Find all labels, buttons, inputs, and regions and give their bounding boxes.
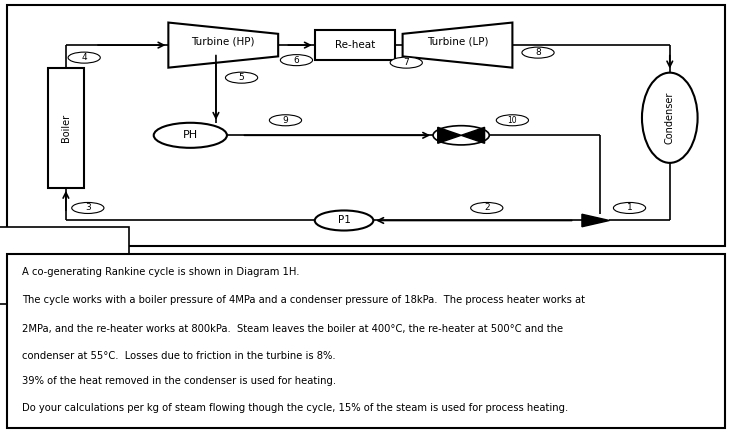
Text: 7: 7 (403, 58, 409, 67)
Text: P1: P1 (337, 216, 351, 226)
Text: Do your calculations per kg of steam flowing though the cycle, 15% of the steam : Do your calculations per kg of steam flo… (22, 403, 568, 413)
Text: Turbine (LP): Turbine (LP) (427, 36, 488, 46)
Text: 10: 10 (507, 116, 518, 125)
Text: 4: 4 (81, 53, 87, 62)
Text: Diagram 1H: Diagram 1H (22, 260, 96, 270)
Text: 39% of the heat removed in the condenser is used for heating.: 39% of the heat removed in the condenser… (22, 376, 336, 386)
Circle shape (471, 203, 503, 213)
Circle shape (390, 57, 422, 68)
Polygon shape (582, 214, 609, 227)
Bar (315, 30, 395, 60)
Circle shape (225, 72, 258, 83)
Text: 8: 8 (535, 48, 541, 57)
Text: Re-heat: Re-heat (335, 40, 375, 50)
Text: The cycle works with a boiler pressure of 4MPa and a condenser pressure of 18kPa: The cycle works with a boiler pressure o… (22, 295, 585, 305)
Circle shape (315, 210, 373, 231)
Circle shape (496, 115, 529, 126)
Text: 2MPa, and the re-heater works at 800kPa.  Steam leaves the boiler at 400°C, the : 2MPa, and the re-heater works at 800kPa.… (22, 324, 563, 334)
Circle shape (72, 203, 104, 213)
Text: Condenser: Condenser (665, 92, 675, 144)
Text: Turbine (HP): Turbine (HP) (192, 36, 255, 46)
Text: 1: 1 (627, 203, 632, 213)
Text: 2: 2 (484, 203, 490, 213)
Text: 9: 9 (283, 116, 288, 125)
Polygon shape (438, 127, 461, 143)
Circle shape (269, 115, 302, 126)
Text: A co-generating Rankine cycle is shown in Diagram 1H.: A co-generating Rankine cycle is shown i… (22, 267, 299, 277)
Text: 6: 6 (294, 56, 299, 65)
Text: condenser at 55°C.  Losses due to friction in the turbine is 8%.: condenser at 55°C. Losses due to frictio… (22, 351, 335, 361)
Ellipse shape (642, 73, 698, 163)
Polygon shape (461, 127, 485, 143)
Polygon shape (168, 22, 278, 68)
Bar (48, 68, 84, 188)
Circle shape (522, 47, 554, 58)
Circle shape (280, 54, 313, 66)
Text: 5: 5 (239, 73, 244, 82)
Circle shape (68, 52, 100, 63)
Text: Boiler: Boiler (61, 114, 71, 142)
Circle shape (154, 123, 227, 148)
Polygon shape (403, 22, 512, 68)
Text: 3: 3 (85, 203, 91, 213)
Circle shape (613, 203, 646, 213)
Text: PH: PH (183, 130, 198, 140)
